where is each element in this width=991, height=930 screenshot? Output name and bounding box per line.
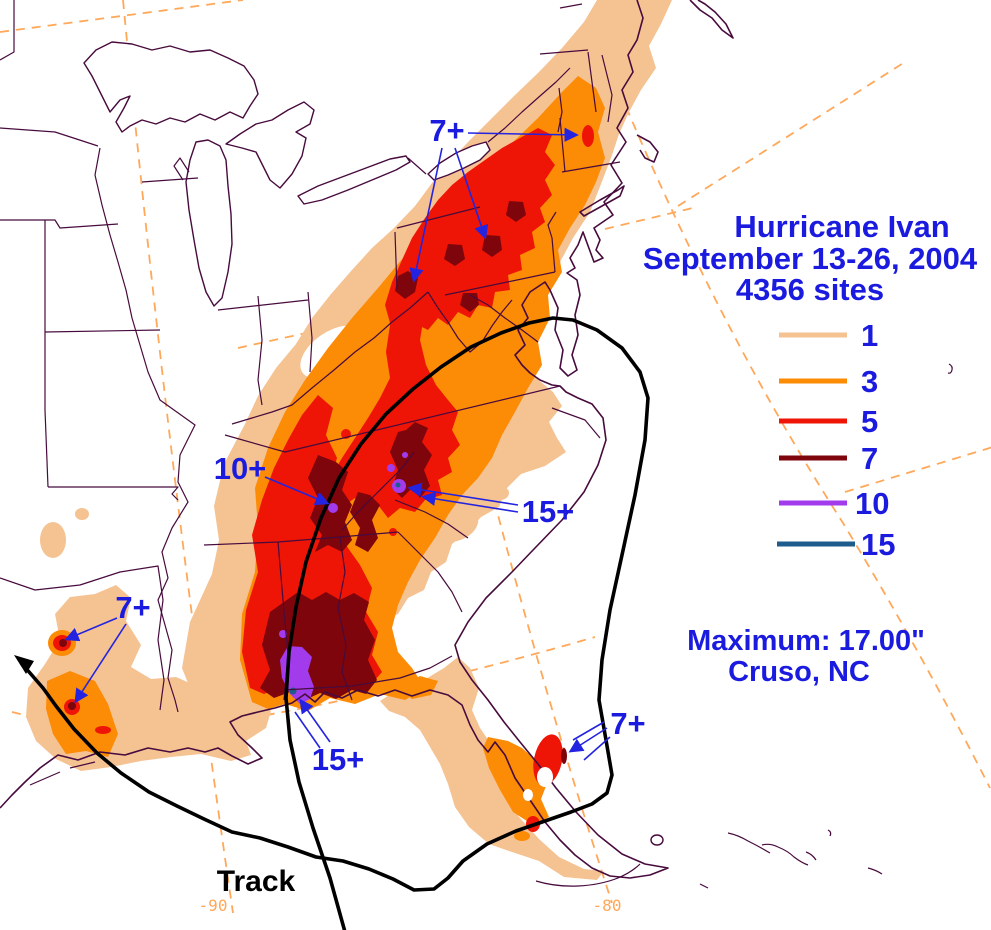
legend-label-5: 5: [861, 404, 878, 439]
legend-item-10: 10: [779, 486, 889, 521]
legend-item-3: 3: [779, 364, 878, 399]
map-title-line3: 4356 sites: [736, 272, 884, 307]
track-arrowhead-icon: [14, 655, 34, 674]
title-block: Hurricane Ivan September 13-26, 2004 435…: [643, 209, 978, 307]
lake-erie: [297, 155, 411, 205]
state-borders: [0, 0, 621, 713]
lake-okeechobee: [650, 834, 664, 846]
rainfall-7in-layer: [59, 201, 567, 764]
lake-michigan: [185, 139, 233, 307]
lon-label-east: -80: [593, 896, 622, 915]
map-title-line1: Hurricane Ivan: [734, 209, 949, 244]
legend-item-5: 5: [779, 404, 878, 439]
longitude-labels: -90 -80: [199, 896, 622, 915]
lake-superior: [83, 41, 259, 133]
track-label: Track: [217, 865, 296, 898]
lon-label-west: -90: [199, 896, 228, 915]
legend-label-1: 1: [861, 318, 878, 353]
legend-label-3: 3: [861, 364, 878, 399]
annotation-labels: 7+ 10+ 15+ 7+ 15+ 7+: [115, 113, 645, 777]
annotation-florida: 7+: [610, 706, 645, 741]
map-title-line2: September 13-26, 2004: [643, 241, 978, 276]
islands: [523, 363, 953, 889]
maximum-location: Cruso, NC: [728, 656, 870, 688]
legend-item-1: 1: [779, 318, 878, 353]
maximum-value: Maximum: 17.00": [687, 625, 925, 657]
legend-label-7: 7: [861, 441, 878, 476]
great-lakes: [83, 41, 571, 307]
annotation-carolina: 15+: [522, 494, 575, 529]
bermuda: [947, 363, 953, 374]
storm-track: [14, 316, 650, 930]
legend-label-15: 15: [861, 527, 895, 562]
coastline: [0, 0, 734, 879]
maximum-callout: Maximum: 17.00" Cruso, NC: [687, 625, 925, 688]
legend: 1 3 5 7 10 15: [777, 318, 895, 562]
annotation-texas: 7+: [115, 590, 150, 625]
annotation-gulfcoast: 15+: [312, 742, 365, 777]
legend-label-10: 10: [855, 486, 889, 521]
legend-item-7: 7: [779, 441, 878, 476]
florida-keys: [535, 863, 641, 887]
lake-huron: [225, 101, 315, 189]
annotation-arrows: [64, 127, 611, 761]
annotation-northeast: 7+: [429, 113, 464, 148]
legend-item-15: 15: [777, 527, 895, 562]
annotation-alabama: 10+: [214, 451, 267, 486]
